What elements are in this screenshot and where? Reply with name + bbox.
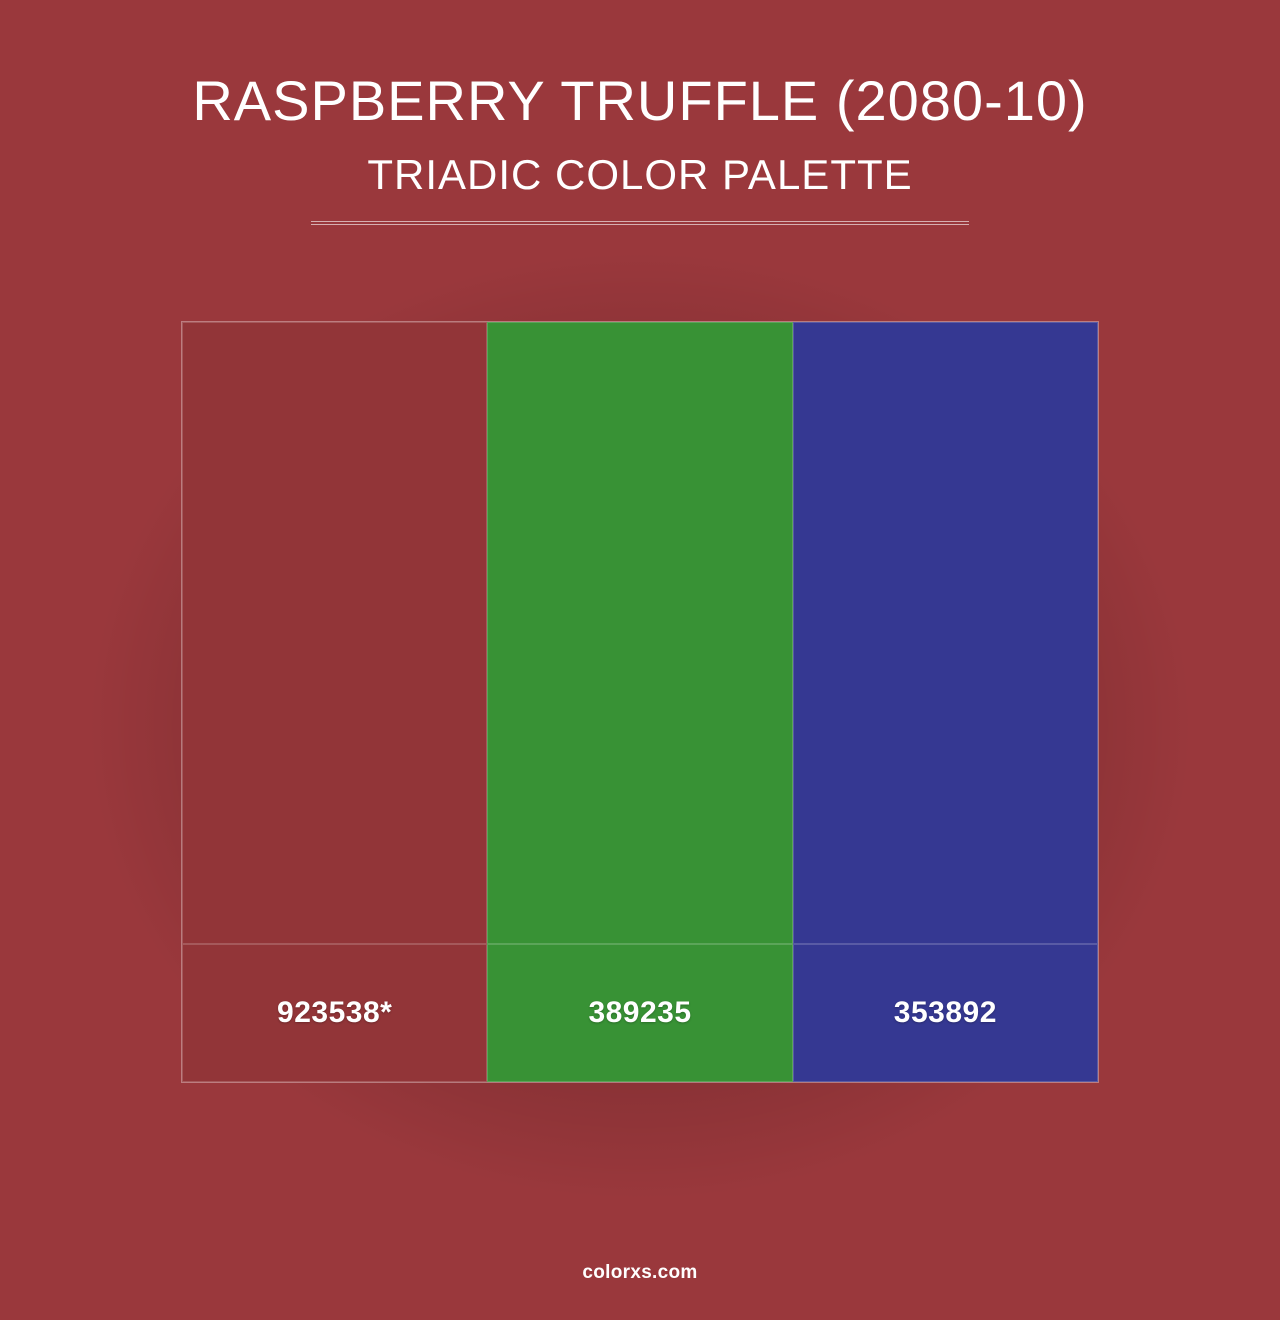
color-swatch <box>182 322 487 944</box>
color-palette: 923538* 389235 353892 <box>181 321 1099 1083</box>
palette-column: 353892 <box>793 322 1098 1082</box>
footer-credit: colorxs.com <box>0 1262 1280 1284</box>
divider <box>311 221 969 225</box>
color-swatch <box>487 322 792 944</box>
color-swatch <box>793 322 1098 944</box>
color-hex-text: 923538* <box>277 996 392 1030</box>
color-hex-text: 389235 <box>588 996 691 1030</box>
page-title: RASPBERRY TRUFFLE (2080-10) <box>0 68 1280 133</box>
color-label: 353892 <box>793 944 1098 1082</box>
palette-column: 389235 <box>487 322 792 1082</box>
color-hex-text: 353892 <box>894 996 997 1030</box>
page-subtitle: TRIADIC COLOR PALETTE <box>0 151 1280 199</box>
palette-column: 923538* <box>182 322 487 1082</box>
header: RASPBERRY TRUFFLE (2080-10) TRIADIC COLO… <box>0 0 1280 225</box>
color-label: 389235 <box>487 944 792 1082</box>
color-label: 923538* <box>182 944 487 1082</box>
